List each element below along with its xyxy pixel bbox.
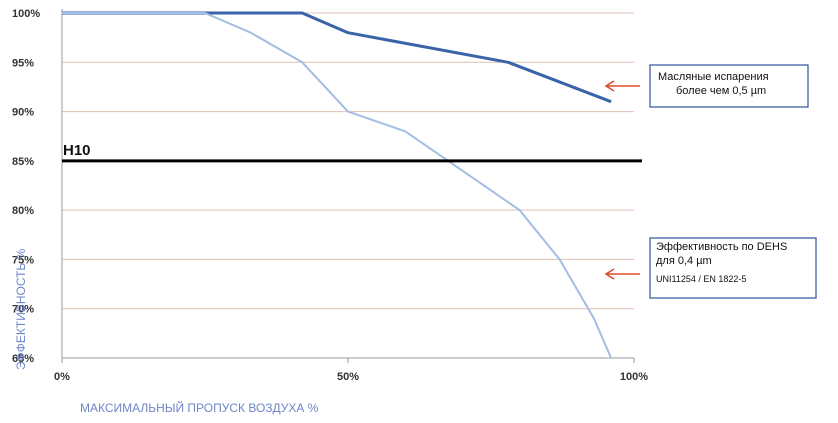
reference-line-label: H10	[63, 142, 91, 159]
annotation-1: Масляные испарения более чем 0,5 µm	[604, 64, 809, 108]
annotations: Масляные испарения более чем 0,5 µm Эффект…	[604, 64, 817, 299]
series-line-dehs	[62, 12, 613, 359]
annotation-box	[649, 237, 817, 299]
y-tick-label: 80%	[12, 205, 34, 217]
annotation-2: Эффективность по DEHS для 0,4 µm UNI11254 …	[604, 237, 817, 299]
series-lines	[62, 11, 613, 359]
annotation-text: более чем 0,5 µm	[676, 85, 766, 97]
reference-line-group: H10	[62, 142, 642, 163]
y-tick-label: 75%	[12, 254, 34, 266]
annotation-text: Масляные испарения	[658, 71, 769, 83]
y-axis-title: ЭФФЕКТИВНОСТЬ %	[14, 248, 28, 370]
y-tick-label: 100%	[12, 8, 40, 20]
axes: 100% 95% 90% 85% 80% 75% 70% 65% 0% 50% 100% ЭФФЕКТ…	[12, 8, 648, 415]
grid	[62, 12, 634, 359]
y-tick-label: 90%	[12, 107, 34, 119]
y-tick-label: 70%	[12, 304, 34, 316]
x-tick-label: 0%	[54, 371, 70, 383]
annotation-arrowhead	[604, 80, 615, 92]
y-tick-label: 95%	[12, 57, 34, 69]
annotation-text: UNI11254 / EN 1822-5	[656, 274, 746, 284]
x-tick-label: 100%	[620, 371, 648, 383]
x-axis-title: МАКСИМАЛЬНЫЙ ПРОПУСК ВОЗДУХА %	[80, 400, 319, 415]
annotation-arrowhead	[604, 268, 615, 280]
annotation-box	[649, 64, 809, 108]
y-tick-label: 85%	[12, 156, 34, 168]
annotation-text: для 0,4 µm	[656, 255, 712, 267]
y-tick-label: 65%	[12, 353, 34, 365]
series-line-oil-mist	[62, 11, 612, 104]
annotation-text: Эффективность по DEHS	[656, 241, 787, 253]
x-tick-label: 50%	[337, 371, 359, 383]
